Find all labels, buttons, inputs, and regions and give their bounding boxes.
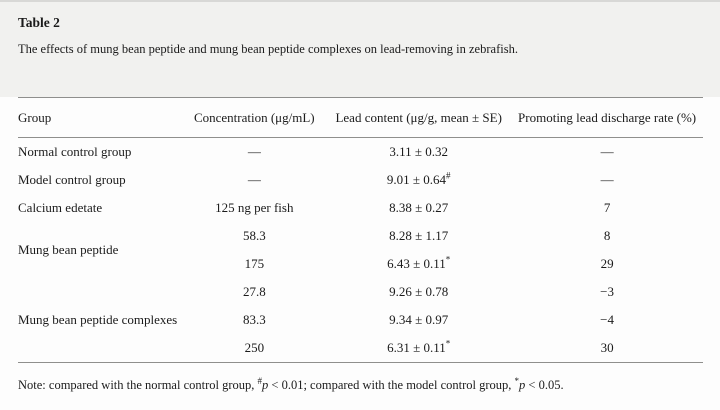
concentration-cell: — bbox=[247, 172, 261, 187]
table-row: Mung bean peptide 58.3 8.28 ± 1.17 8 bbox=[18, 222, 703, 257]
concentration-cell: 27.8 bbox=[242, 284, 266, 299]
group-cell: Calcium edetate bbox=[18, 200, 103, 215]
lead-content-cell: 9.01 ± 0.64# bbox=[326, 166, 511, 194]
lead-value: 3.11 ± 0.32 bbox=[389, 144, 449, 159]
footnote-text: Note: compared with the normal control g… bbox=[18, 378, 258, 392]
lead-content-cell: 3.11 ± 0.32 bbox=[326, 138, 511, 167]
table-panel: Group Concentration (μg/mL) Lead content… bbox=[0, 97, 720, 410]
table-row: Calcium edetate 125 ng per fish 8.38 ± 0… bbox=[18, 194, 703, 222]
group-cell: Model control group bbox=[18, 172, 126, 187]
rate-cell: 29 bbox=[600, 256, 614, 271]
lead-value: 9.26 ± 0.78 bbox=[389, 284, 449, 299]
rate-cell: 7 bbox=[603, 200, 611, 215]
concentration-cell: 83.3 bbox=[242, 312, 266, 327]
lead-value: 8.38 ± 0.27 bbox=[389, 200, 449, 215]
footnote-text: < 0.01; compared with the model control … bbox=[268, 378, 515, 392]
table-footnote: Note: compared with the normal control g… bbox=[18, 375, 703, 393]
header-row: Group Concentration (μg/mL) Lead content… bbox=[18, 97, 703, 138]
table-row: Normal control group — 3.11 ± 0.32 — bbox=[18, 138, 703, 167]
group-cell: Normal control group bbox=[18, 144, 132, 159]
group-cell: Mung bean peptide complexes bbox=[18, 312, 178, 327]
col-header-discharge-rate: Promoting lead discharge rate (%) bbox=[511, 97, 703, 138]
significance-marker: * bbox=[445, 254, 451, 265]
concentration-cell: 58.3 bbox=[242, 228, 266, 243]
lead-content-cell: 9.26 ± 0.78 bbox=[326, 278, 511, 306]
table-number: Table 2 bbox=[18, 15, 60, 30]
concentration-cell: 175 bbox=[244, 256, 265, 271]
table-caption: The effects of mung bean peptide and mun… bbox=[18, 42, 518, 56]
col-header-lead-content: Lead content (μg/g, mean ± SE) bbox=[326, 97, 512, 138]
hash-marker: # bbox=[257, 375, 263, 386]
footnote-text: < 0.05. bbox=[525, 378, 564, 392]
significance-marker: # bbox=[446, 170, 451, 181]
lead-value: 9.34 ± 0.97 bbox=[389, 312, 449, 327]
col-header-concentration: Concentration (μg/mL) bbox=[182, 97, 327, 138]
rate-cell: −4 bbox=[600, 312, 614, 327]
lead-value: 6.43 ± 0.11 bbox=[387, 256, 446, 271]
table-heading-block: Table 2 The effects of mung bean peptide… bbox=[0, 2, 720, 74]
lead-content-cell: 6.43 ± 0.11* bbox=[326, 250, 511, 278]
concentration-cell: — bbox=[247, 144, 261, 159]
rate-cell: 8 bbox=[603, 228, 611, 243]
table-row: 250 6.31 ± 0.11* 30 bbox=[18, 334, 703, 363]
p-symbol: p bbox=[262, 378, 269, 392]
table-row: 83.3 9.34 ± 0.97 −4 bbox=[18, 306, 703, 334]
lead-content-cell: 9.34 ± 0.97 bbox=[326, 306, 511, 334]
rate-cell: 30 bbox=[600, 340, 614, 355]
concentration-cell: 125 ng per fish bbox=[215, 200, 294, 215]
concentration-cell: 250 bbox=[244, 340, 265, 355]
group-cell: Mung bean peptide bbox=[18, 242, 119, 257]
data-table: Group Concentration (μg/mL) Lead content… bbox=[18, 97, 703, 363]
col-header-group: Group bbox=[18, 97, 183, 138]
table-row: Mung bean peptide complexes 27.8 9.26 ± … bbox=[18, 278, 703, 327]
table-row: 175 6.43 ± 0.11* 29 bbox=[18, 250, 703, 278]
rate-cell: −3 bbox=[600, 284, 614, 299]
lead-value: 6.31 ± 0.11 bbox=[387, 340, 446, 355]
rate-cell: — bbox=[600, 144, 614, 159]
lead-content-cell: 8.28 ± 1.17 bbox=[326, 222, 511, 250]
asterisk-marker: * bbox=[514, 375, 520, 386]
lead-value: 8.28 ± 1.17 bbox=[389, 228, 449, 243]
table-row: Model control group — 9.01 ± 0.64# — bbox=[18, 166, 703, 194]
lead-value: 9.01 ± 0.64 bbox=[386, 172, 447, 187]
rate-cell: — bbox=[600, 172, 614, 187]
lead-content-cell: 8.38 ± 0.27 bbox=[326, 194, 511, 222]
lead-content-cell: 6.31 ± 0.11* bbox=[326, 334, 511, 363]
p-symbol: p bbox=[519, 378, 526, 392]
significance-marker: * bbox=[445, 338, 451, 349]
